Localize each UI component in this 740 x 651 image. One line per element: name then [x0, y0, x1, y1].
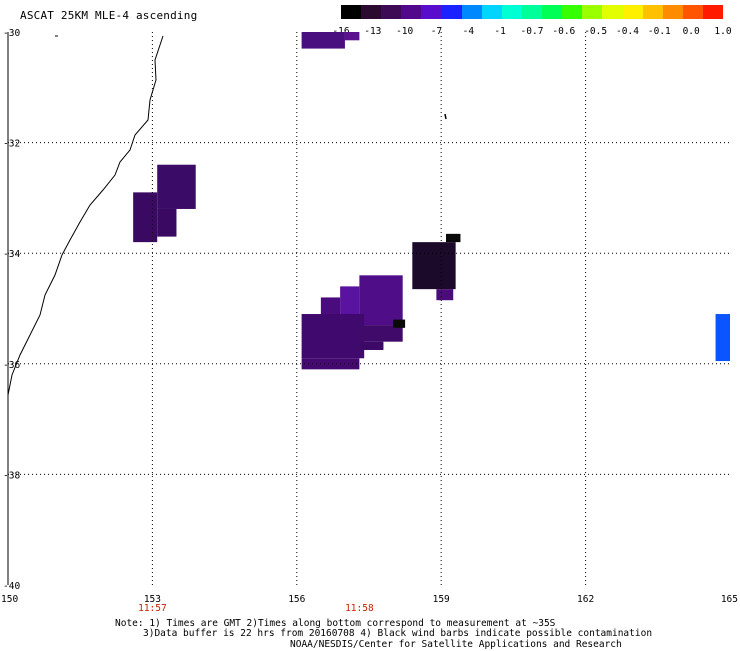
colorbar-segment	[501, 5, 522, 19]
data-cell	[157, 208, 177, 237]
colorbar-segment	[582, 5, 603, 19]
data-cell	[393, 319, 406, 328]
lat-label: -30	[3, 28, 20, 39]
colorbar-segment	[542, 5, 563, 19]
colorbar-label: -4	[462, 26, 475, 37]
colorbar-label: -0.4	[616, 26, 639, 37]
colorbar-label: 0.0	[682, 26, 700, 37]
colorbar-label: -16	[332, 26, 350, 37]
data-cell	[359, 275, 403, 326]
note-line-2: 3)Data buffer is 22 hrs from 20160708 4)…	[143, 628, 653, 639]
data-cell	[359, 341, 384, 350]
colorbar-label: -13	[364, 26, 382, 37]
data-cell	[446, 233, 461, 243]
colorbar-segment	[361, 5, 382, 19]
colorbar-segment	[622, 5, 643, 19]
colorbar-label: 1.0	[714, 26, 732, 37]
lat-label: -36	[3, 360, 20, 371]
colorbar-segment	[521, 5, 543, 19]
colorbar-label: -0.5	[584, 26, 608, 37]
lon-label: 150	[1, 594, 18, 605]
note-line-3: NOAA/NESDIS/Center for Satellite Applica…	[290, 639, 622, 650]
data-cell	[359, 325, 403, 342]
colorbar-label: -0.6	[552, 26, 576, 37]
data-cell	[133, 192, 158, 243]
data-cell	[436, 289, 454, 301]
data-cell	[301, 314, 365, 359]
lat-label: -38	[3, 470, 20, 481]
map-plot: -30 -32 -34 -36 -38 -40 150 153 156 159 162 165 11:5…	[1, 28, 738, 614]
colorbar-segment	[421, 5, 442, 19]
colorbar-labels: -16 -13 -10 -7 -4 -1 -0.7 -0.6 -0.5 -0.4 -0.1 0.0 1.…	[332, 26, 731, 38]
colorbar-segment	[562, 5, 583, 19]
colorbar-label: -0.1	[647, 26, 671, 37]
data-cell	[344, 32, 360, 41]
coastline	[7, 35, 164, 396]
island-mark	[444, 113, 447, 120]
colorbar-segment	[642, 5, 663, 19]
colorbar-label: -7	[430, 26, 443, 37]
colorbar-segment	[682, 5, 703, 19]
lon-label: 153	[144, 594, 161, 605]
colorbar-segment	[481, 5, 502, 19]
lat-label: -32	[3, 139, 20, 150]
data-cell	[715, 314, 730, 362]
time-label: 11:58	[345, 603, 374, 614]
colorbar-segment	[702, 5, 724, 19]
data-cell	[301, 32, 345, 49]
colorbar-segment	[441, 5, 462, 19]
coastline-layer	[7, 35, 447, 396]
lat-label: -34	[3, 249, 20, 260]
colorbar-label: -1	[494, 26, 506, 37]
colorbar-segment	[341, 5, 362, 19]
lat-label: -40	[3, 581, 20, 592]
note-line-1: Note: 1) Times are GMT 2)Times along bot…	[115, 618, 556, 629]
time-label: 11:57	[138, 603, 167, 614]
data-cell	[301, 358, 360, 370]
axis-label-layer: -30 -32 -34 -36 -38 -40 150 153 156 159 162 165 11:5…	[1, 28, 738, 614]
grid-layer	[7, 32, 730, 585]
data-cell	[412, 242, 456, 290]
lon-label: 159	[433, 594, 450, 605]
colorbar	[341, 5, 724, 19]
colorbar-segment	[602, 5, 623, 19]
lon-label: 165	[721, 594, 738, 605]
data-cell	[157, 164, 196, 209]
map-title: ASCAT 25KM MLE-4 ascending	[20, 9, 198, 22]
colorbar-label: -0.7	[520, 26, 544, 37]
colorbar-segment	[381, 5, 402, 19]
colorbar-segment	[461, 5, 482, 19]
lon-label: 162	[577, 594, 594, 605]
colorbar-label: -10	[396, 26, 414, 37]
data-layer	[133, 32, 730, 370]
colorbar-segment	[401, 5, 422, 19]
colorbar-segment	[662, 5, 683, 19]
lon-label: 156	[288, 594, 305, 605]
